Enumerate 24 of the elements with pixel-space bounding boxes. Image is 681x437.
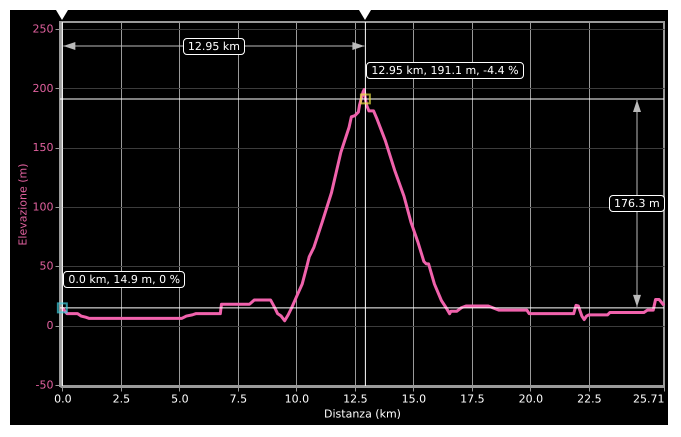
y-tick-label: -50 — [36, 378, 54, 392]
y-tick-label: 100 — [32, 200, 54, 214]
x-tick-label: 15.0 — [402, 392, 426, 406]
x-tick-label: 20.0 — [518, 392, 544, 406]
x-tick-label: 5.0 — [171, 392, 189, 406]
x-tick-label: 17.5 — [460, 392, 485, 406]
x-tick-label: 25.71 — [633, 392, 664, 406]
y-axis-title: Elevazione (m) — [16, 163, 30, 246]
y-tick-label: 250 — [32, 22, 54, 36]
y-tick-label: 200 — [32, 82, 54, 95]
x-tick-label: 12.5 — [343, 392, 368, 406]
annotation: 176.3 m — [609, 194, 665, 212]
y-tick-label: 150 — [32, 141, 54, 154]
y-tick-label: 0 — [46, 319, 54, 332]
y-tick-label: 50 — [40, 260, 54, 273]
x-tick-label: 22.5 — [577, 392, 602, 406]
x-tick-label: 2.5 — [112, 392, 130, 406]
x-tick-label: 10.0 — [284, 392, 310, 406]
x-axis-title: Distanza (km) — [324, 408, 401, 420]
x-tick-label: 7.5 — [230, 392, 248, 406]
annotation: 0.0 km, 14.9 m, 0 % — [63, 270, 186, 288]
annotation: 12.95 km — [182, 38, 245, 54]
annotation: 12.95 km, 191.1 m, -4.4 % — [366, 62, 524, 79]
x-tick-label: 0.0 — [54, 392, 72, 406]
